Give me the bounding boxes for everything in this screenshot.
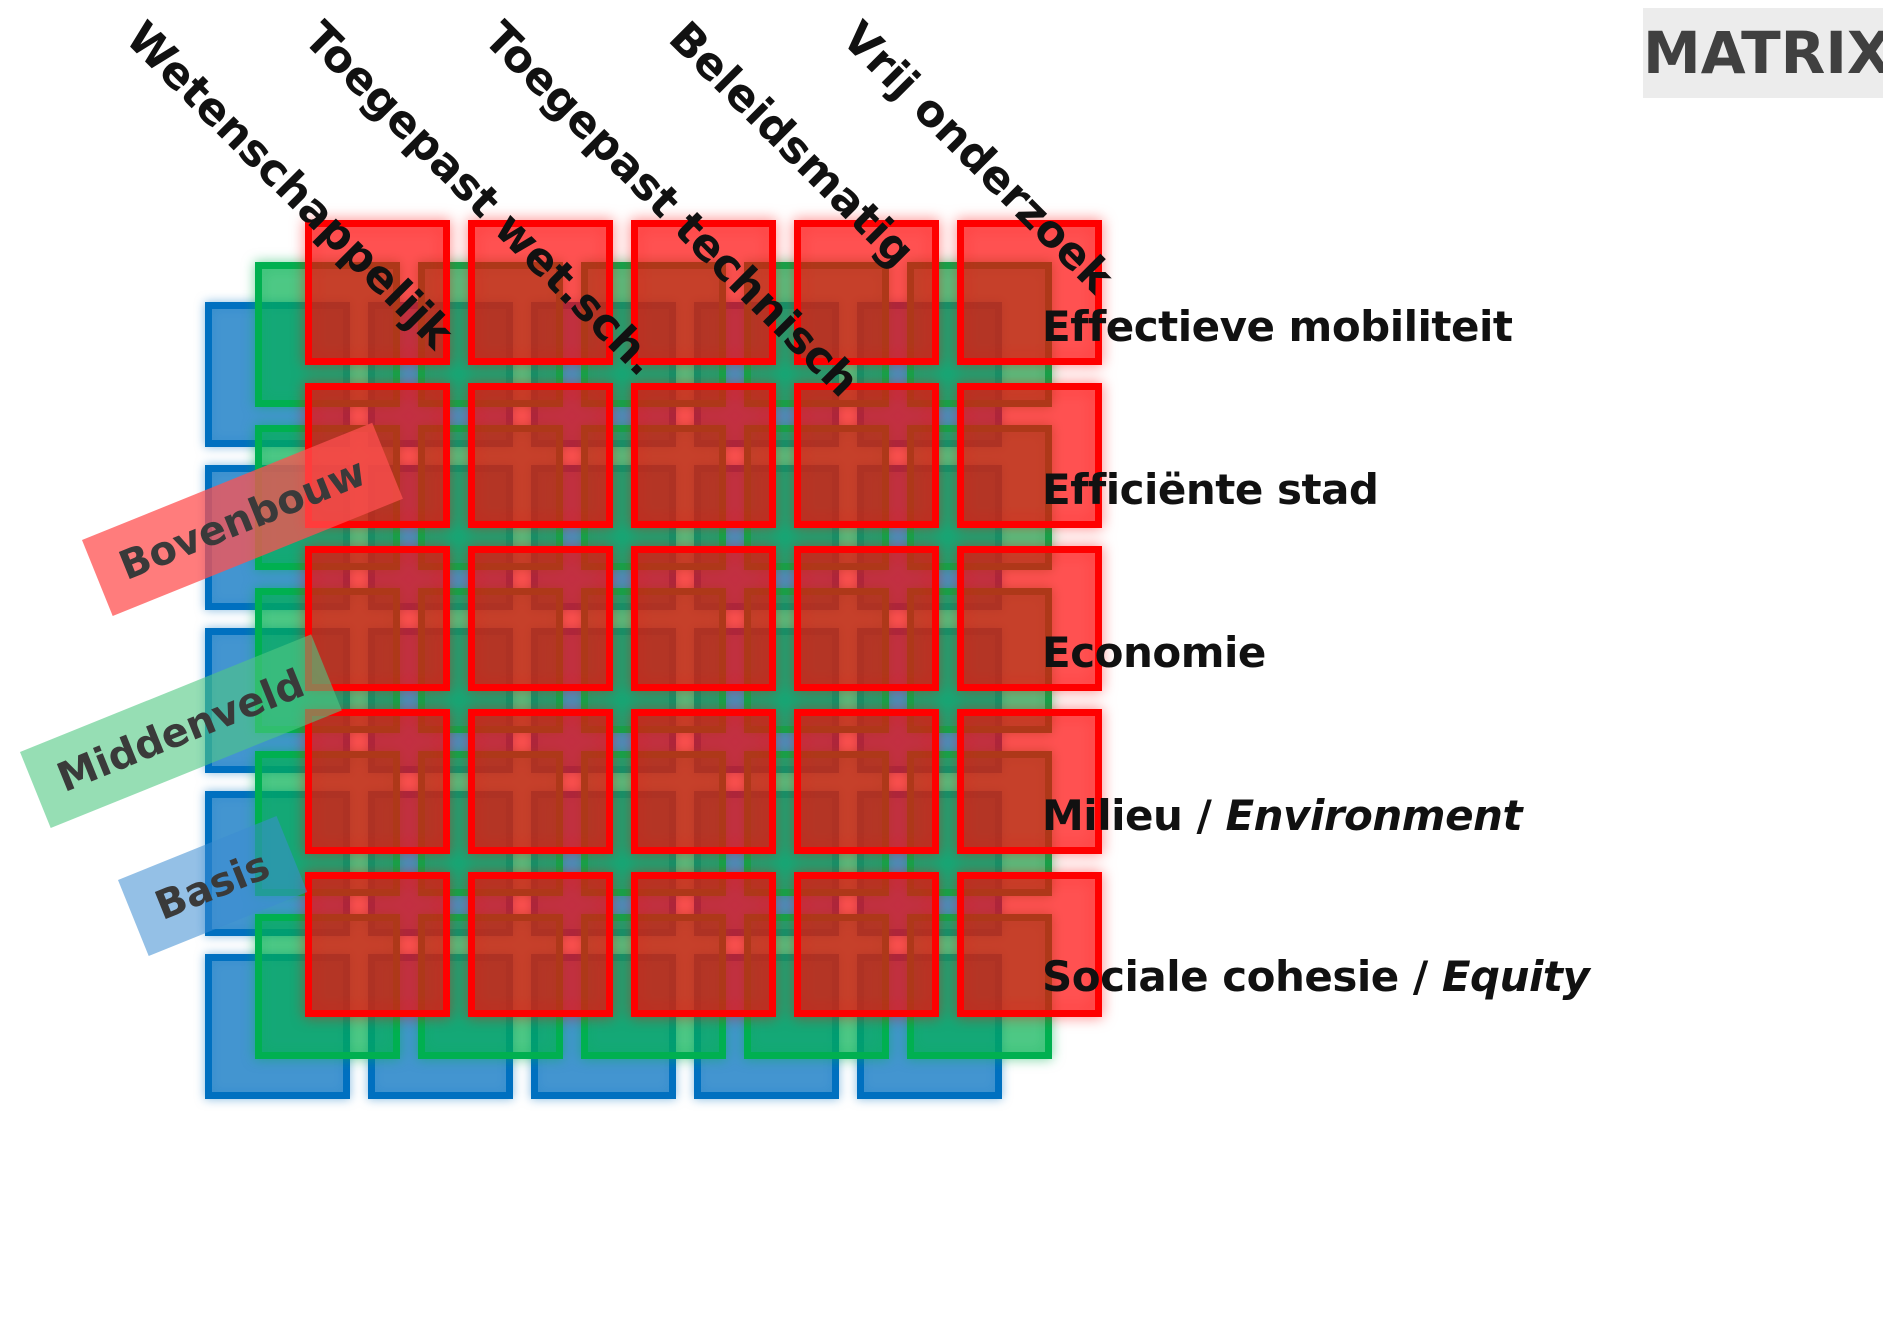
bovenbouw-cell [631,709,776,854]
bovenbouw-cell [305,220,450,365]
row-label-text: Milieu / [1042,791,1226,840]
bovenbouw-cell [794,383,939,528]
bovenbouw-cell [468,872,613,1017]
bovenbouw-cell [794,872,939,1017]
row-label-text: Effectieve mobiliteit [1042,302,1513,351]
row-label-italic: Environment [1225,791,1523,840]
bovenbouw-cell [794,709,939,854]
bovenbouw-cell [305,546,450,691]
bovenbouw-cell [631,383,776,528]
row-label-effectieve-mobiliteit: Effectieve mobiliteit [1042,302,1513,351]
row-label-sociale-cohesie: Sociale cohesie / Equity [1042,952,1590,1001]
bovenbouw-cell [631,220,776,365]
bovenbouw-cell [305,709,450,854]
bovenbouw-cell [468,383,613,528]
row-label-text: Efficiënte stad [1042,465,1379,514]
bovenbouw-cell [468,220,613,365]
matrix-badge: MATRIX [1643,8,1883,98]
row-label-text: Economie [1042,628,1266,677]
bovenbouw-cell [468,546,613,691]
bovenbouw-cell [794,220,939,365]
bovenbouw-cell [957,872,1102,1017]
bovenbouw-cell [631,546,776,691]
row-label-economie: Economie [1042,628,1266,677]
bovenbouw-cell [957,220,1102,365]
bovenbouw-cell [957,709,1102,854]
row-label-text: Sociale cohesie / [1042,952,1442,1001]
row-label-italic: Equity [1441,952,1590,1001]
bovenbouw-cell [468,709,613,854]
bovenbouw-cell [957,546,1102,691]
bovenbouw-cell [631,872,776,1017]
row-label-efficiente-stad: Efficiënte stad [1042,465,1379,514]
row-label-milieu: Milieu / Environment [1042,791,1523,840]
bovenbouw-cell [957,383,1102,528]
bovenbouw-cell [794,546,939,691]
bovenbouw-cell [305,872,450,1017]
